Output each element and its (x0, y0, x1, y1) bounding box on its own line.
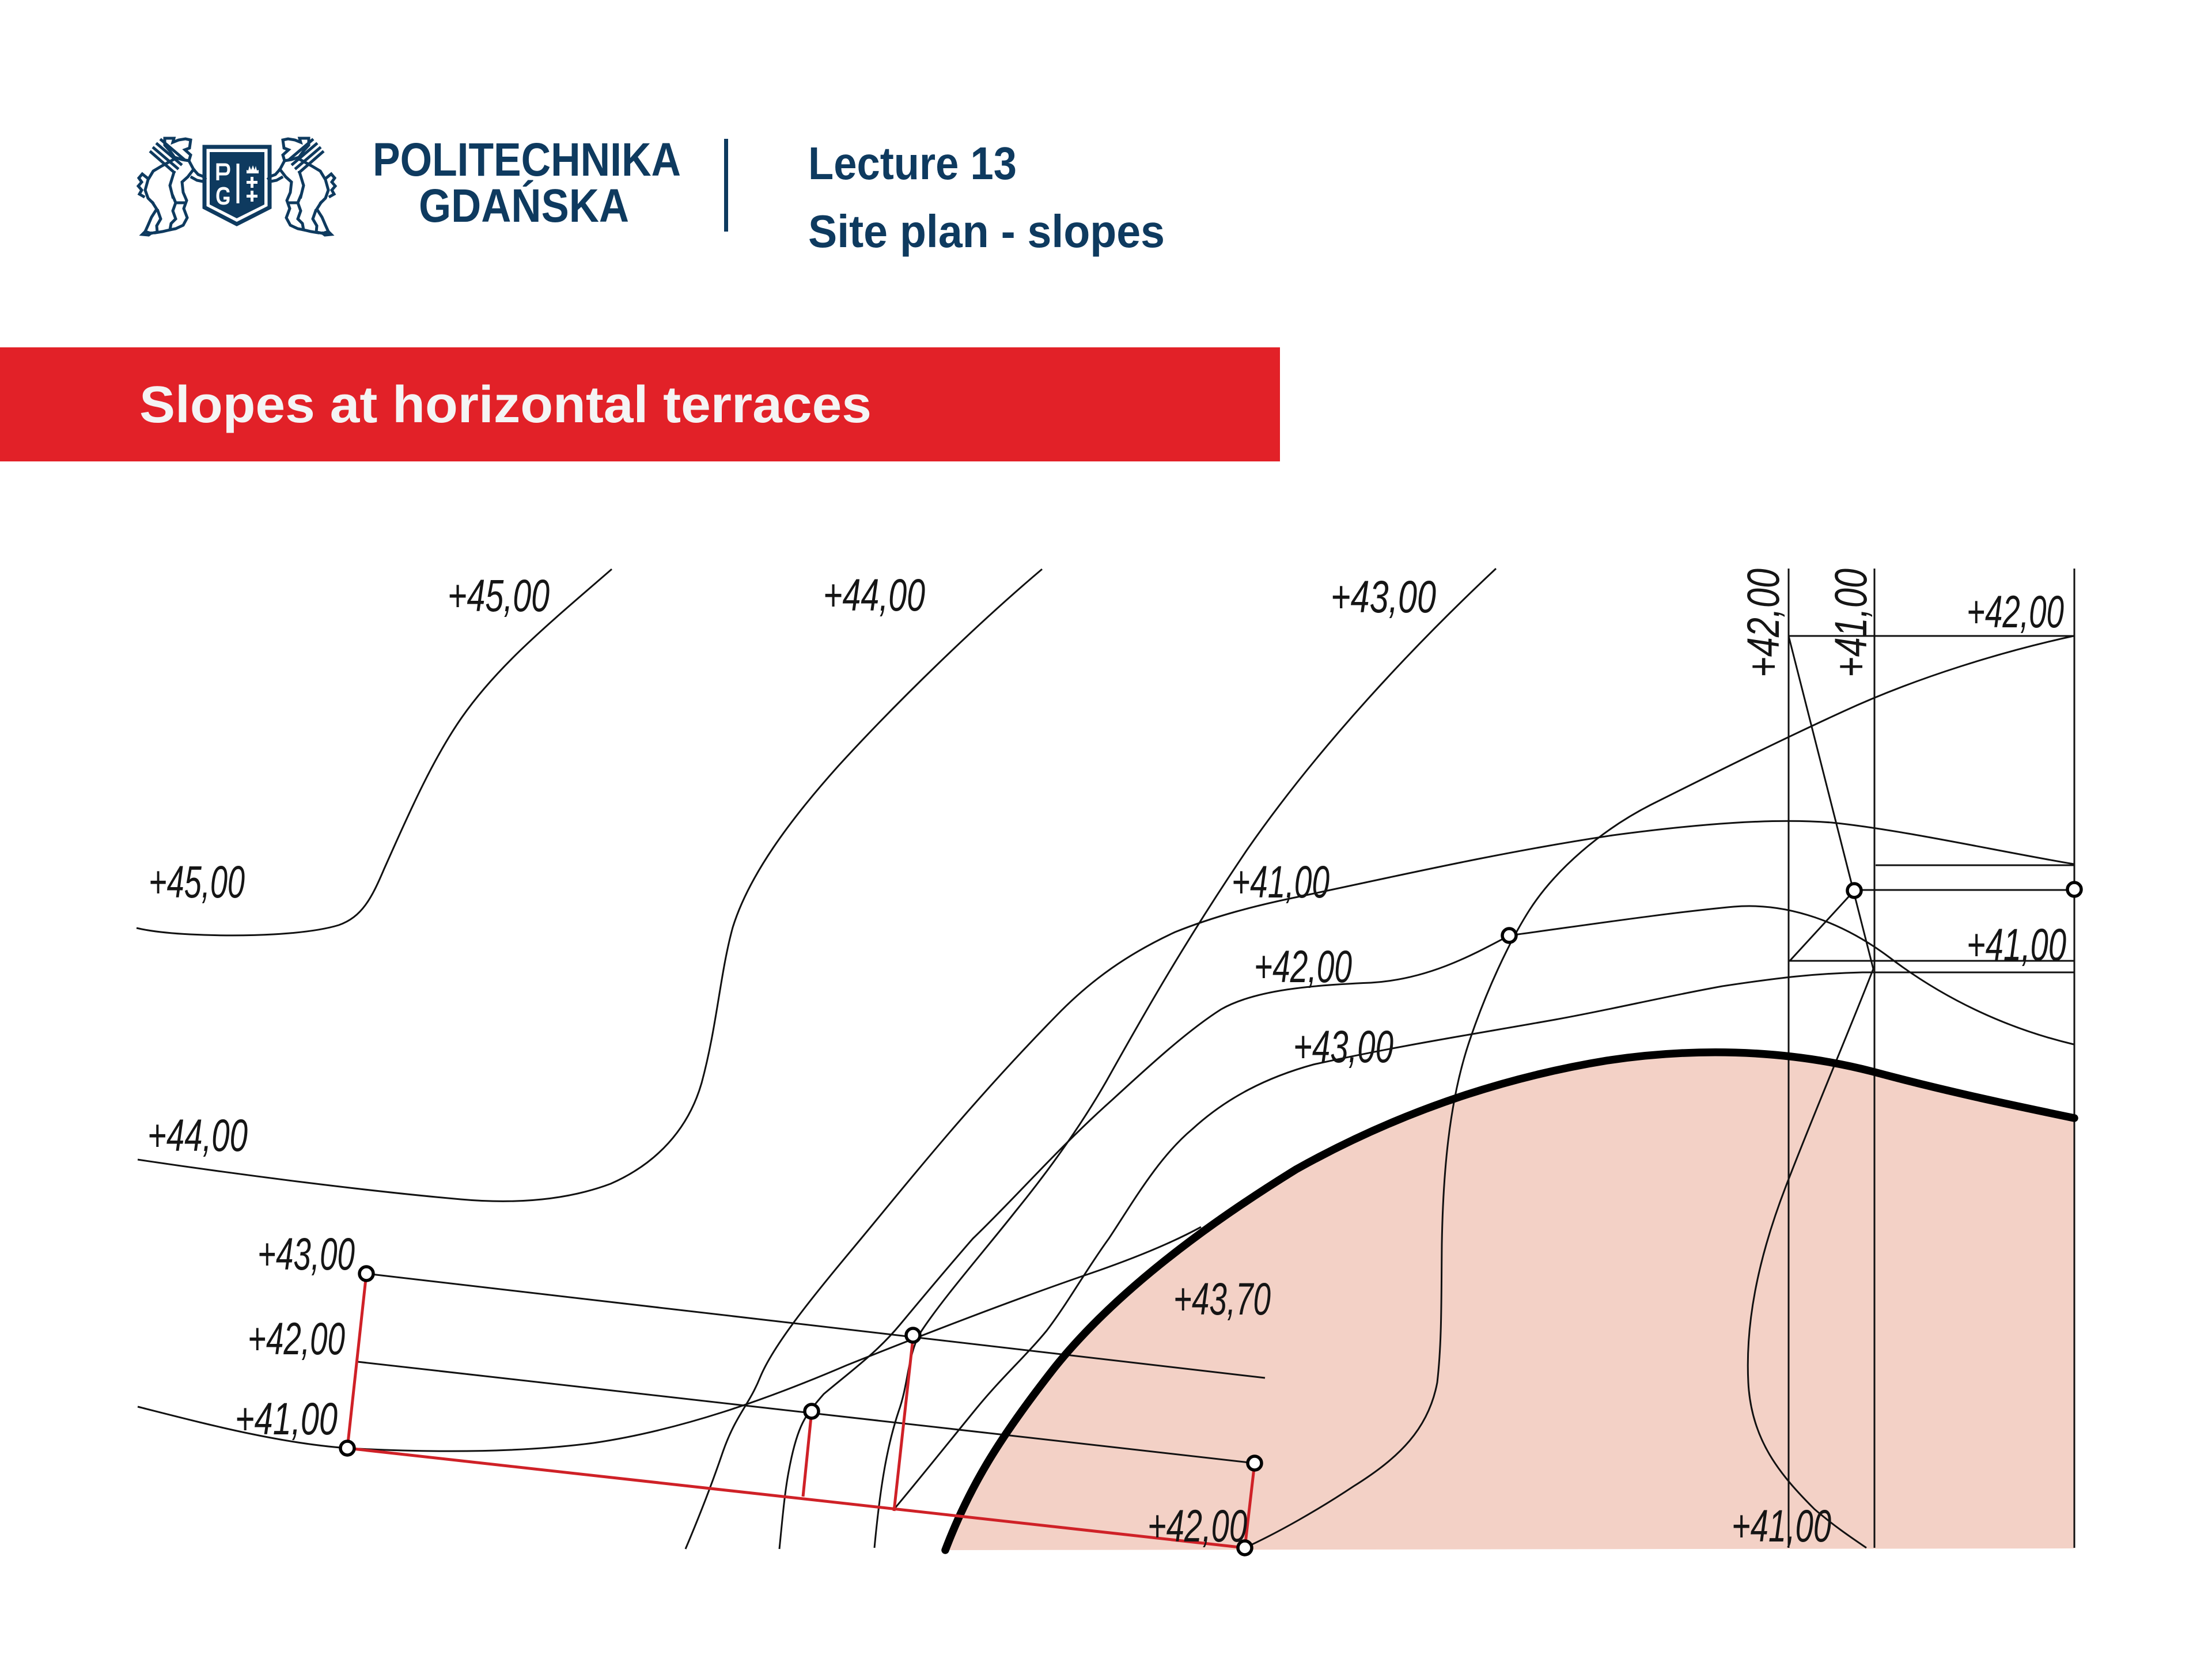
svg-text:+44,00: +44,00 (147, 1109, 248, 1161)
svg-text:+41,00: +41,00 (1825, 569, 1876, 677)
svg-text:+41,00: +41,00 (1732, 1500, 1831, 1551)
svg-text:+41,00: +41,00 (1232, 856, 1330, 907)
svg-text:Site plan - slopes: Site plan - slopes (808, 206, 1165, 257)
svg-text:+42,00: +42,00 (1254, 941, 1352, 992)
svg-text:Slopes at horizontal terraces: Slopes at horizontal terraces (139, 376, 872, 434)
svg-text:+45,00: +45,00 (448, 570, 550, 621)
svg-text:GDAŃSKA: GDAŃSKA (419, 180, 629, 232)
svg-text:+43,00: +43,00 (1331, 571, 1436, 622)
svg-text:+42,00: +42,00 (1147, 1500, 1247, 1551)
svg-text:+43,00: +43,00 (1293, 1021, 1393, 1072)
svg-text:+43,00: +43,00 (257, 1228, 355, 1279)
svg-text:+41,00: +41,00 (1967, 919, 2066, 970)
svg-text:+41,00: +41,00 (235, 1393, 338, 1444)
svg-text:+42,00: +42,00 (1967, 586, 2064, 637)
svg-text:+43,70: +43,70 (1173, 1273, 1271, 1324)
svg-text:Lecture 13: Lecture 13 (808, 138, 1017, 189)
svg-text:+45,00: +45,00 (149, 856, 245, 907)
svg-text:+42,00: +42,00 (1737, 569, 1789, 677)
svg-text:+42,00: +42,00 (248, 1313, 345, 1364)
svg-text:POLITECHNIKA: POLITECHNIKA (373, 134, 681, 186)
svg-text:+44,00: +44,00 (823, 569, 925, 620)
